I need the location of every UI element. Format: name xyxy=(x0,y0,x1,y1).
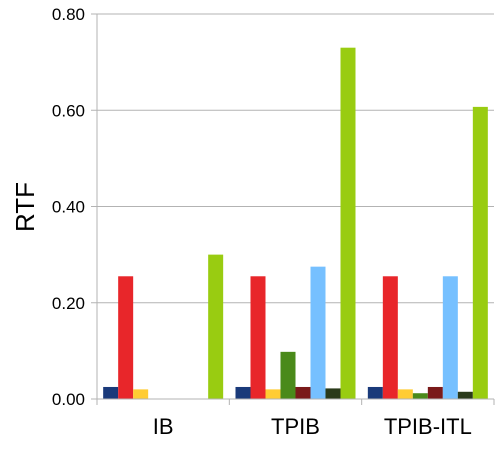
bar xyxy=(427,386,443,399)
bar xyxy=(325,388,341,399)
y-tick-label: 0.80 xyxy=(52,5,85,24)
bar xyxy=(412,393,428,399)
y-axis-title: RTF xyxy=(10,182,40,232)
bar xyxy=(382,276,398,399)
y-tick-label: 0.60 xyxy=(52,101,85,120)
y-tick-label: 0.20 xyxy=(52,294,85,313)
bar xyxy=(442,276,458,399)
y-tick-label: 0.40 xyxy=(52,198,85,217)
x-category-label: TPIB xyxy=(271,414,320,439)
bars xyxy=(103,47,488,399)
gridlines xyxy=(97,13,494,304)
bar xyxy=(472,106,488,399)
bar xyxy=(265,389,281,399)
bar xyxy=(295,386,311,399)
bar xyxy=(457,391,473,399)
axes xyxy=(91,13,495,405)
y-tick-label: 0.00 xyxy=(52,390,85,409)
bar xyxy=(397,389,413,399)
bar xyxy=(280,351,296,399)
bar xyxy=(250,276,266,399)
bar xyxy=(235,386,251,399)
bar xyxy=(103,386,119,399)
bar xyxy=(340,47,356,399)
bar xyxy=(310,266,326,399)
bar xyxy=(367,386,383,399)
bar xyxy=(118,276,134,399)
x-category-labels: IB TPIB TPIB-ITL xyxy=(153,414,472,439)
y-tick-labels: 0.00 0.20 0.40 0.60 0.80 xyxy=(52,5,85,409)
x-category-label: IB xyxy=(153,414,174,439)
bar xyxy=(133,389,149,399)
x-category-label: TPIB-ITL xyxy=(384,414,472,439)
bar xyxy=(208,254,224,399)
